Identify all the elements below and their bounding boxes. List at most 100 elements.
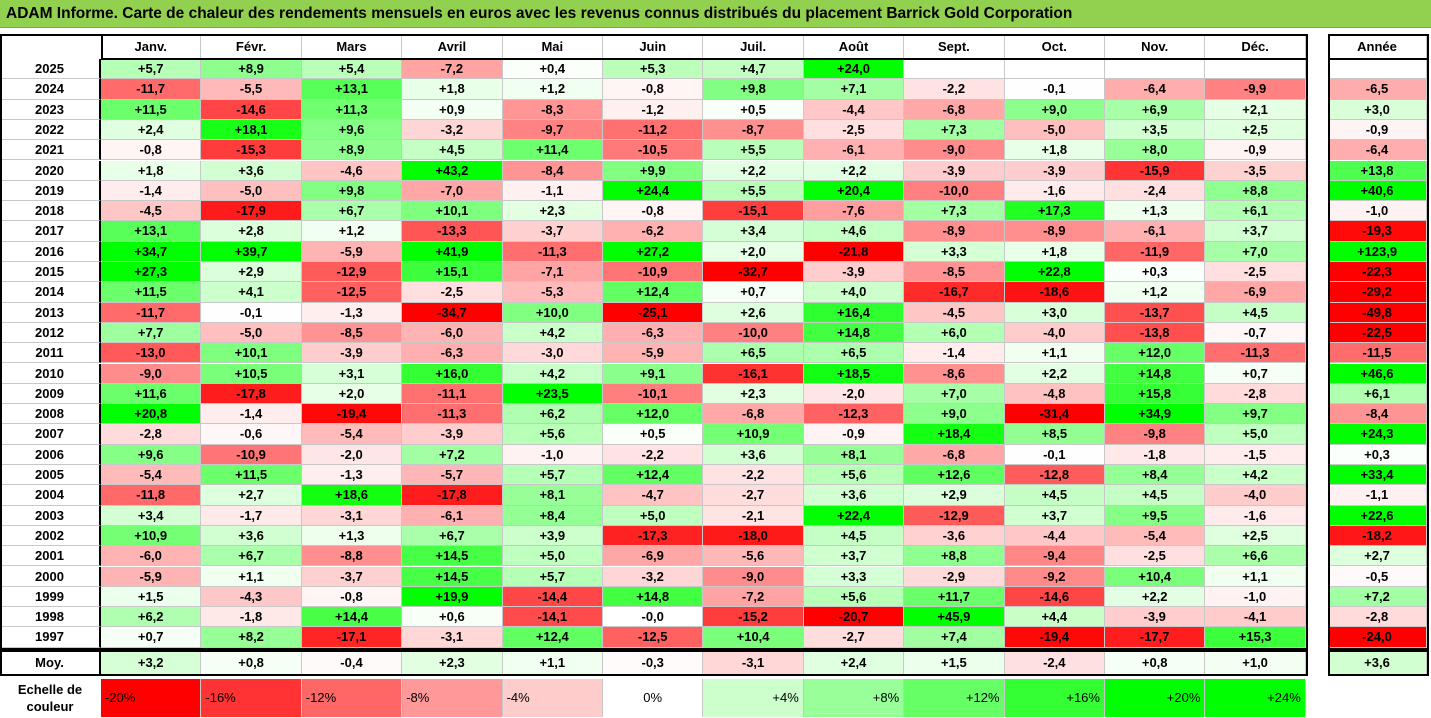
heatmap-cell: +1,1 — [201, 566, 302, 587]
heatmap-cell: +45,9 — [904, 607, 1005, 628]
heatmap-cell: +13,1 — [301, 79, 403, 100]
heatmap-cell: +4,2 — [502, 363, 603, 384]
heatmap-cell: -2,7 — [803, 627, 905, 648]
heatmap-cell: -32,7 — [703, 262, 804, 283]
heatmap-cell: -6,8 — [703, 404, 804, 425]
heatmap-cell: +12,6 — [904, 465, 1005, 486]
heatmap-cell: -3,7 — [301, 566, 403, 587]
heatmap-cell: +1,3 — [301, 525, 403, 547]
heatmap-cell: -9,2 — [1004, 566, 1105, 587]
heatmap-cell: +39,7 — [201, 241, 302, 262]
year-label: 2003 — [0, 505, 101, 526]
heatmap-cell: +12,4 — [603, 282, 704, 303]
heatmap-cell: +18,6 — [301, 485, 403, 506]
average-cell: +1,0 — [1205, 650, 1306, 675]
heatmap-cell: -11,8 — [101, 485, 202, 506]
chart-title: ADAM Informe. Carte de chaleur des rende… — [0, 0, 1431, 28]
heatmap-cell: -5,4 — [101, 465, 202, 486]
heatmap-cell: -2,0 — [301, 444, 403, 465]
year-label: 2023 — [0, 99, 101, 120]
heatmap-cell: -8,9 — [1004, 221, 1105, 242]
heatmap-cell: +24,4 — [603, 180, 704, 202]
color-scale-step: -4% — [502, 679, 603, 717]
year-label: 2009 — [0, 383, 101, 405]
heatmap-cell: -13,0 — [101, 343, 202, 364]
annual-cell: -29,2 — [1328, 282, 1427, 303]
heatmap-cell: +0,9 — [402, 99, 503, 120]
heatmap-cell: -16,1 — [703, 363, 804, 384]
heatmap-cell — [1004, 59, 1105, 80]
heatmap-cell: -9,7 — [502, 119, 603, 141]
heatmap-cell: -0,8 — [301, 586, 403, 608]
heatmap-cell: -2,5 — [803, 119, 905, 141]
heatmap-cell: +3,9 — [502, 525, 603, 547]
heatmap-cell: -6,1 — [1105, 221, 1206, 242]
heatmap-cell: +12,0 — [603, 404, 704, 425]
heatmap-cell: +3,7 — [1004, 505, 1105, 526]
heatmap-cell: -21,8 — [803, 241, 905, 262]
heatmap-cell: +0,6 — [402, 607, 503, 628]
heatmap-cell: -4,1 — [1205, 607, 1306, 628]
heatmap-cell: +3,3 — [803, 566, 905, 587]
month-header: Mai — [502, 34, 603, 59]
heatmap-cell: +2,6 — [703, 302, 804, 323]
year-label: 2001 — [0, 546, 101, 567]
heatmap-cell: +6,5 — [703, 343, 804, 364]
heatmap-cell: -5,0 — [1004, 119, 1105, 141]
heatmap-cell: +5,6 — [803, 586, 905, 608]
heatmap-cell: +11,7 — [904, 586, 1005, 608]
heatmap-cell: -12,3 — [803, 404, 905, 425]
heatmap-cell: +6,2 — [502, 404, 603, 425]
annual-cell: -6,4 — [1328, 140, 1427, 161]
heatmap-cell: -11,3 — [1205, 343, 1306, 364]
heatmap-cell: +5,5 — [703, 180, 804, 202]
annual-cell: +13,8 — [1328, 160, 1427, 181]
heatmap-cell: +4,1 — [201, 282, 302, 303]
heatmap-cell: +18,4 — [904, 424, 1005, 445]
color-scale-step: +16% — [1004, 679, 1105, 717]
heatmap-cell: -5,7 — [402, 465, 503, 486]
heatmap-cell: -3,1 — [402, 627, 503, 648]
heatmap-cell: +4,5 — [803, 525, 905, 547]
heatmap-cell: -12,9 — [904, 505, 1005, 526]
heatmap-cell: -12,5 — [301, 282, 403, 303]
heatmap-cell: -0,0 — [603, 607, 704, 628]
heatmap-cell — [904, 59, 1005, 80]
heatmap-cell: +2,9 — [201, 262, 302, 283]
average-label: Moy. — [0, 650, 101, 675]
annual-cell: -6,5 — [1328, 79, 1427, 100]
heatmap-cell: +15,1 — [402, 262, 503, 283]
average-cell: +1,1 — [502, 650, 603, 675]
heatmap-cell: -6,0 — [402, 322, 503, 344]
color-scale-step: +4% — [703, 679, 804, 717]
heatmap-cell: +6,2 — [101, 607, 202, 628]
annual-cell: +2,7 — [1328, 546, 1427, 567]
heatmap-cell: +2,7 — [201, 485, 302, 506]
heatmap-cell: +4,0 — [803, 282, 905, 303]
heatmap-cell: -10,1 — [603, 383, 704, 405]
heatmap-cell: +20,8 — [101, 404, 202, 425]
heatmap-cell: +23,5 — [502, 383, 603, 405]
heatmap-cell: +4,5 — [1105, 485, 1206, 506]
heatmap-cell: +2,8 — [201, 221, 302, 242]
heatmap-cell: -3,5 — [1205, 160, 1306, 181]
heatmap-cell: -12,5 — [603, 627, 704, 648]
heatmap-cell: +11,5 — [101, 99, 202, 120]
heatmap-cell: -8,5 — [904, 262, 1005, 283]
month-header: Févr. — [201, 34, 302, 59]
heatmap-cell: +3,3 — [904, 241, 1005, 262]
heatmap-cell: +3,5 — [1105, 119, 1206, 141]
heatmap-cell: +2,2 — [803, 160, 905, 181]
heatmap-cell: -34,7 — [402, 302, 503, 323]
month-header: Nov. — [1105, 34, 1206, 59]
heatmap-cell: -18,6 — [1004, 282, 1105, 303]
annual-cell: +6,1 — [1328, 383, 1427, 405]
heatmap-cell: +0,5 — [603, 424, 704, 445]
heatmap-cell: -6,4 — [1105, 79, 1206, 100]
average-annual-cell: +3,6 — [1328, 650, 1427, 675]
heatmap-cell: +41,9 — [402, 241, 503, 262]
heatmap-cell: -1,6 — [1205, 505, 1306, 526]
heatmap-cell: +1,2 — [502, 79, 603, 100]
heatmap-cell: -7,2 — [402, 59, 503, 80]
